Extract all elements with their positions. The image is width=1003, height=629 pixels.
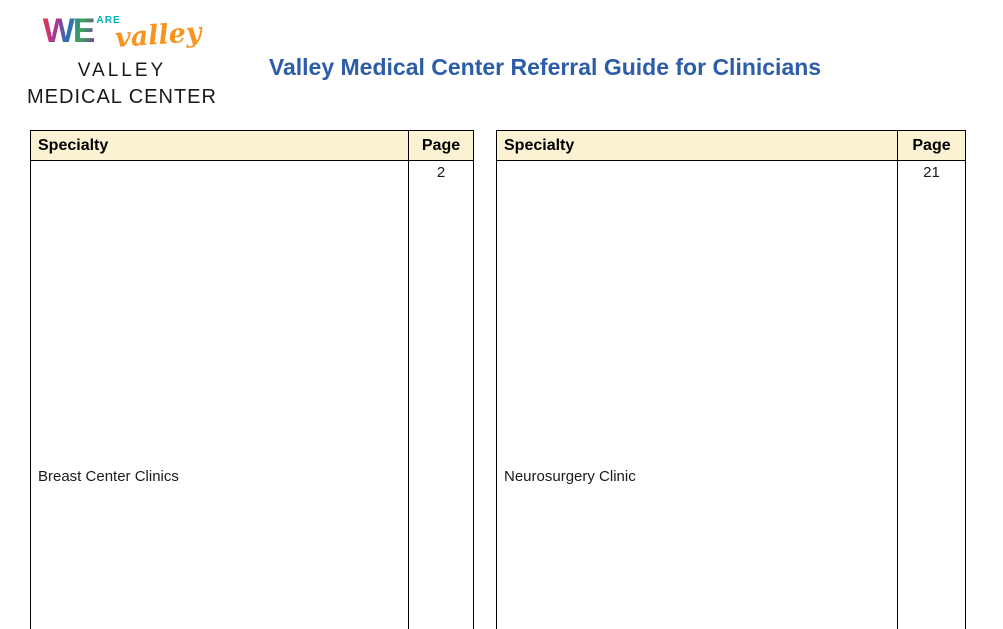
referral-table-left: Specialty Page Breast Center Clinics2Bre… bbox=[30, 130, 474, 629]
specialty-column-header: Specialty bbox=[30, 130, 409, 161]
table-row: Breast Center Clinics 2 bbox=[30, 160, 474, 629]
specialty-cell: Breast Center Clinics bbox=[30, 160, 409, 629]
table-row: Neurosurgery Clinic 21 bbox=[496, 160, 966, 629]
logo-name-line1: VALLEY bbox=[77, 60, 167, 81]
specialty-cell: Neurosurgery Clinic bbox=[496, 160, 898, 629]
we-are-valley-logo-art: WE ARE valley bbox=[22, 10, 222, 58]
logo-are-text: ARE bbox=[96, 15, 121, 26]
logo-name-line2: MEDICAL CENTER bbox=[27, 86, 217, 108]
referral-table-right: Specialty Page Neurosurgery Clinic21Onco… bbox=[496, 130, 966, 629]
page-column-header: Page bbox=[408, 130, 474, 161]
page-title: Valley Medical Center Referral Guide for… bbox=[268, 54, 822, 80]
valley-medical-center-logo: WE ARE valley VALLEY MEDICAL CENTER bbox=[22, 10, 222, 109]
table-header-row: Specialty Page bbox=[30, 130, 474, 161]
page-cell: 2 bbox=[408, 160, 474, 629]
table-header-row: Specialty Page bbox=[496, 130, 966, 161]
logo-valley-script: valley bbox=[113, 17, 203, 54]
specialty-column-header: Specialty bbox=[496, 130, 898, 161]
logo-we-text: WE bbox=[42, 12, 96, 50]
page-cell: 21 bbox=[897, 160, 966, 629]
page-column-header: Page bbox=[897, 130, 966, 161]
